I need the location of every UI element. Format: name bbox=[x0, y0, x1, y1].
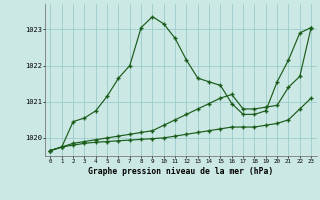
X-axis label: Graphe pression niveau de la mer (hPa): Graphe pression niveau de la mer (hPa) bbox=[88, 167, 273, 176]
